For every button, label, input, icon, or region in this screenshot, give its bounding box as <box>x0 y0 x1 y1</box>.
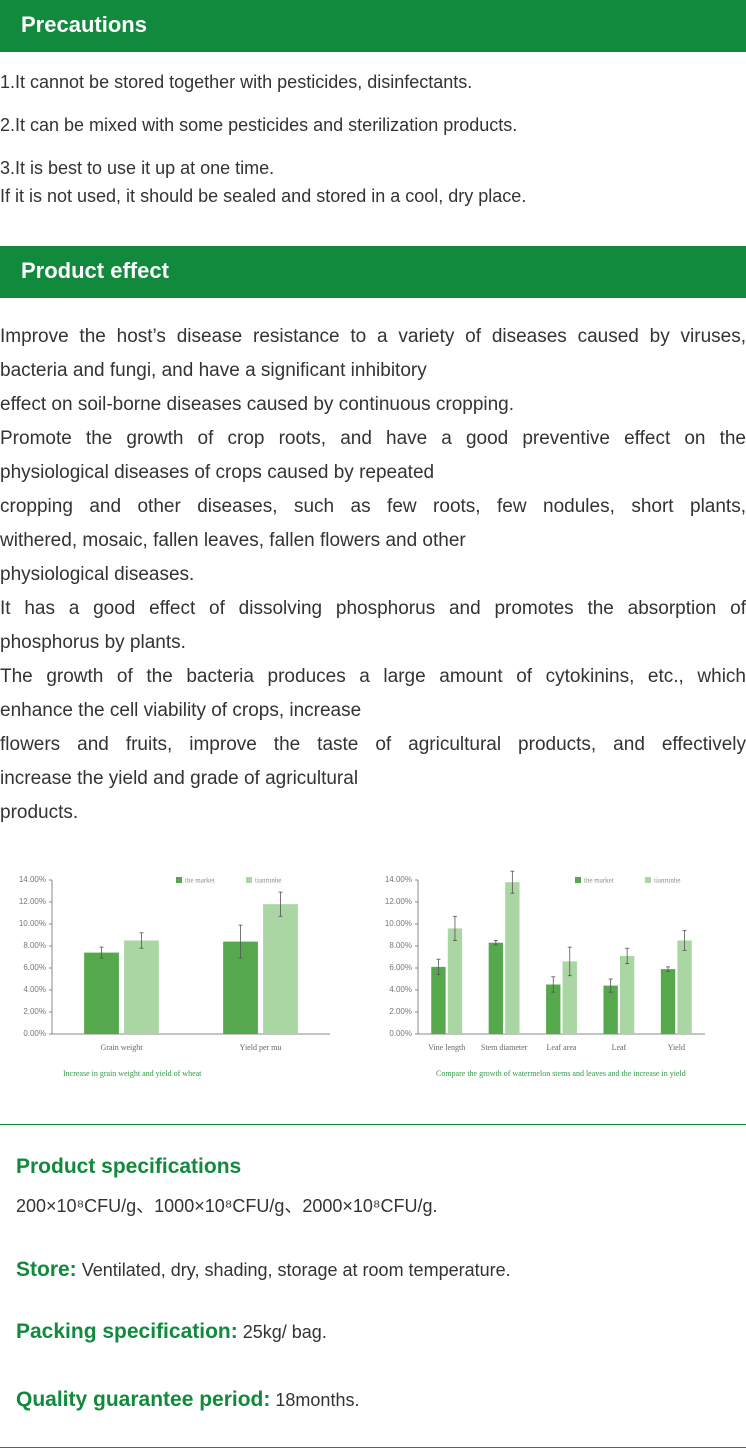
text-line: products. <box>0 802 79 823</box>
text-line: physiological diseases of crops caused b… <box>0 462 435 483</box>
spec-value: 18months. <box>275 1390 360 1410</box>
bar <box>505 882 520 1034</box>
text-line: It has a good effect of dissolving phosp… <box>0 598 746 619</box>
chart-caption: Increase in grain weight and yield of wh… <box>63 1069 202 1078</box>
legend-swatch <box>176 877 182 883</box>
y-tick-label: 2.00% <box>23 1007 46 1016</box>
text-line: 2.It can be mixed with some pesticides a… <box>0 115 518 135</box>
text-line: phosphorus by plants. <box>0 632 186 653</box>
bar <box>263 904 298 1034</box>
text-line: enhance the cell viability of crops, inc… <box>0 700 362 721</box>
divider <box>0 1124 746 1125</box>
text-line: physiological diseases. <box>0 564 195 585</box>
spec-label: Packing specification: <box>16 1320 238 1343</box>
y-tick-label: 6.00% <box>389 963 412 972</box>
y-tick-label: 4.00% <box>389 985 412 994</box>
legend-label: tianrunhe <box>654 877 680 885</box>
y-tick-label: 0.00% <box>389 1029 412 1038</box>
x-tick-label: Stem diameter <box>481 1043 528 1052</box>
x-tick-label: Leaf area <box>547 1043 577 1052</box>
y-tick-label: 4.00% <box>23 985 46 994</box>
x-tick-label: Grain weight <box>101 1043 144 1052</box>
bar <box>677 940 692 1034</box>
y-tick-label: 14.00% <box>19 875 46 884</box>
divider <box>0 1447 746 1448</box>
spec-text: 200×10⁸CFU/g、1000×10⁸CFU/g、2000×10⁸CFU/g… <box>16 1196 438 1216</box>
bar <box>488 942 504 1034</box>
section-header: Product effect <box>0 246 746 298</box>
chart-caption: Compare the growth of watermelon stems a… <box>436 1069 686 1078</box>
y-tick-label: 0.00% <box>23 1029 46 1038</box>
y-tick-label: 12.00% <box>19 897 46 906</box>
y-tick-label: 12.00% <box>385 897 412 906</box>
bar <box>447 928 463 1034</box>
text-line: 3.It is best to use it up at one time. <box>0 158 275 178</box>
bar <box>124 940 159 1034</box>
y-tick-label: 14.00% <box>385 875 412 884</box>
text-line: 1.It cannot be stored together with pest… <box>0 72 473 92</box>
text-line: effect on soil-borne diseases caused by … <box>0 394 515 415</box>
spec-label: Store: <box>16 1258 77 1281</box>
y-tick-label: 10.00% <box>385 919 412 928</box>
y-tick-label: 2.00% <box>389 1007 412 1016</box>
legend-swatch <box>246 877 252 883</box>
bar <box>546 984 561 1034</box>
text-line: increase the yield and grade of agricult… <box>0 768 359 789</box>
legend-swatch <box>575 877 581 883</box>
text-line: bacteria and fungi, and have a significa… <box>0 360 427 381</box>
spec-row: Quality guarantee period: 18months. <box>16 1388 359 1412</box>
y-tick-label: 8.00% <box>389 941 412 950</box>
x-tick-label: Yield per mu <box>240 1043 282 1052</box>
text-line: If it is not used, it should be sealed a… <box>0 186 527 206</box>
spec-row: Store: Ventilated, dry, shading, storage… <box>16 1258 511 1282</box>
text-line: withered, mosaic, fallen leaves, fallen … <box>0 530 466 551</box>
text-line: Improve the host’s disease resistance to… <box>0 326 746 347</box>
bar <box>431 966 446 1034</box>
bar <box>619 955 635 1034</box>
spec-label: Quality guarantee period: <box>16 1388 271 1411</box>
legend-label: tianrunhe <box>255 877 281 885</box>
text-line: Promote the growth of crop roots, and ha… <box>0 428 746 449</box>
section-header: Precautions <box>0 0 746 52</box>
text-line: The growth of the bacteria produces a la… <box>0 666 746 687</box>
bar <box>660 969 676 1034</box>
x-tick-label: Vine length <box>428 1043 465 1052</box>
bar <box>84 952 119 1034</box>
legend-label: the market <box>584 877 614 885</box>
spec-value: Ventilated, dry, shading, storage at roo… <box>81 1260 511 1280</box>
spec-value: 25kg/ bag. <box>242 1322 327 1342</box>
x-tick-label: Yield <box>668 1043 685 1052</box>
charts: 0.00% 2.00% 4.00% 6.00% 8.00% 10.00% 12.00% 14.… <box>19 870 705 1078</box>
spec-title: Product specifications <box>16 1155 242 1178</box>
bar <box>562 961 577 1034</box>
spec-row: Packing specification: 25kg/ bag. <box>16 1320 327 1344</box>
x-tick-label: Leaf <box>612 1043 627 1052</box>
legend-label: the market <box>185 877 215 885</box>
legend-swatch <box>645 877 651 883</box>
bar <box>603 985 618 1034</box>
y-tick-label: 10.00% <box>19 919 46 928</box>
text-line: flowers and fruits, improve the taste of… <box>0 734 746 755</box>
y-tick-label: 6.00% <box>23 963 46 972</box>
y-tick-label: 8.00% <box>23 941 46 950</box>
text-line: cropping and other diseases, such as few… <box>0 496 746 517</box>
